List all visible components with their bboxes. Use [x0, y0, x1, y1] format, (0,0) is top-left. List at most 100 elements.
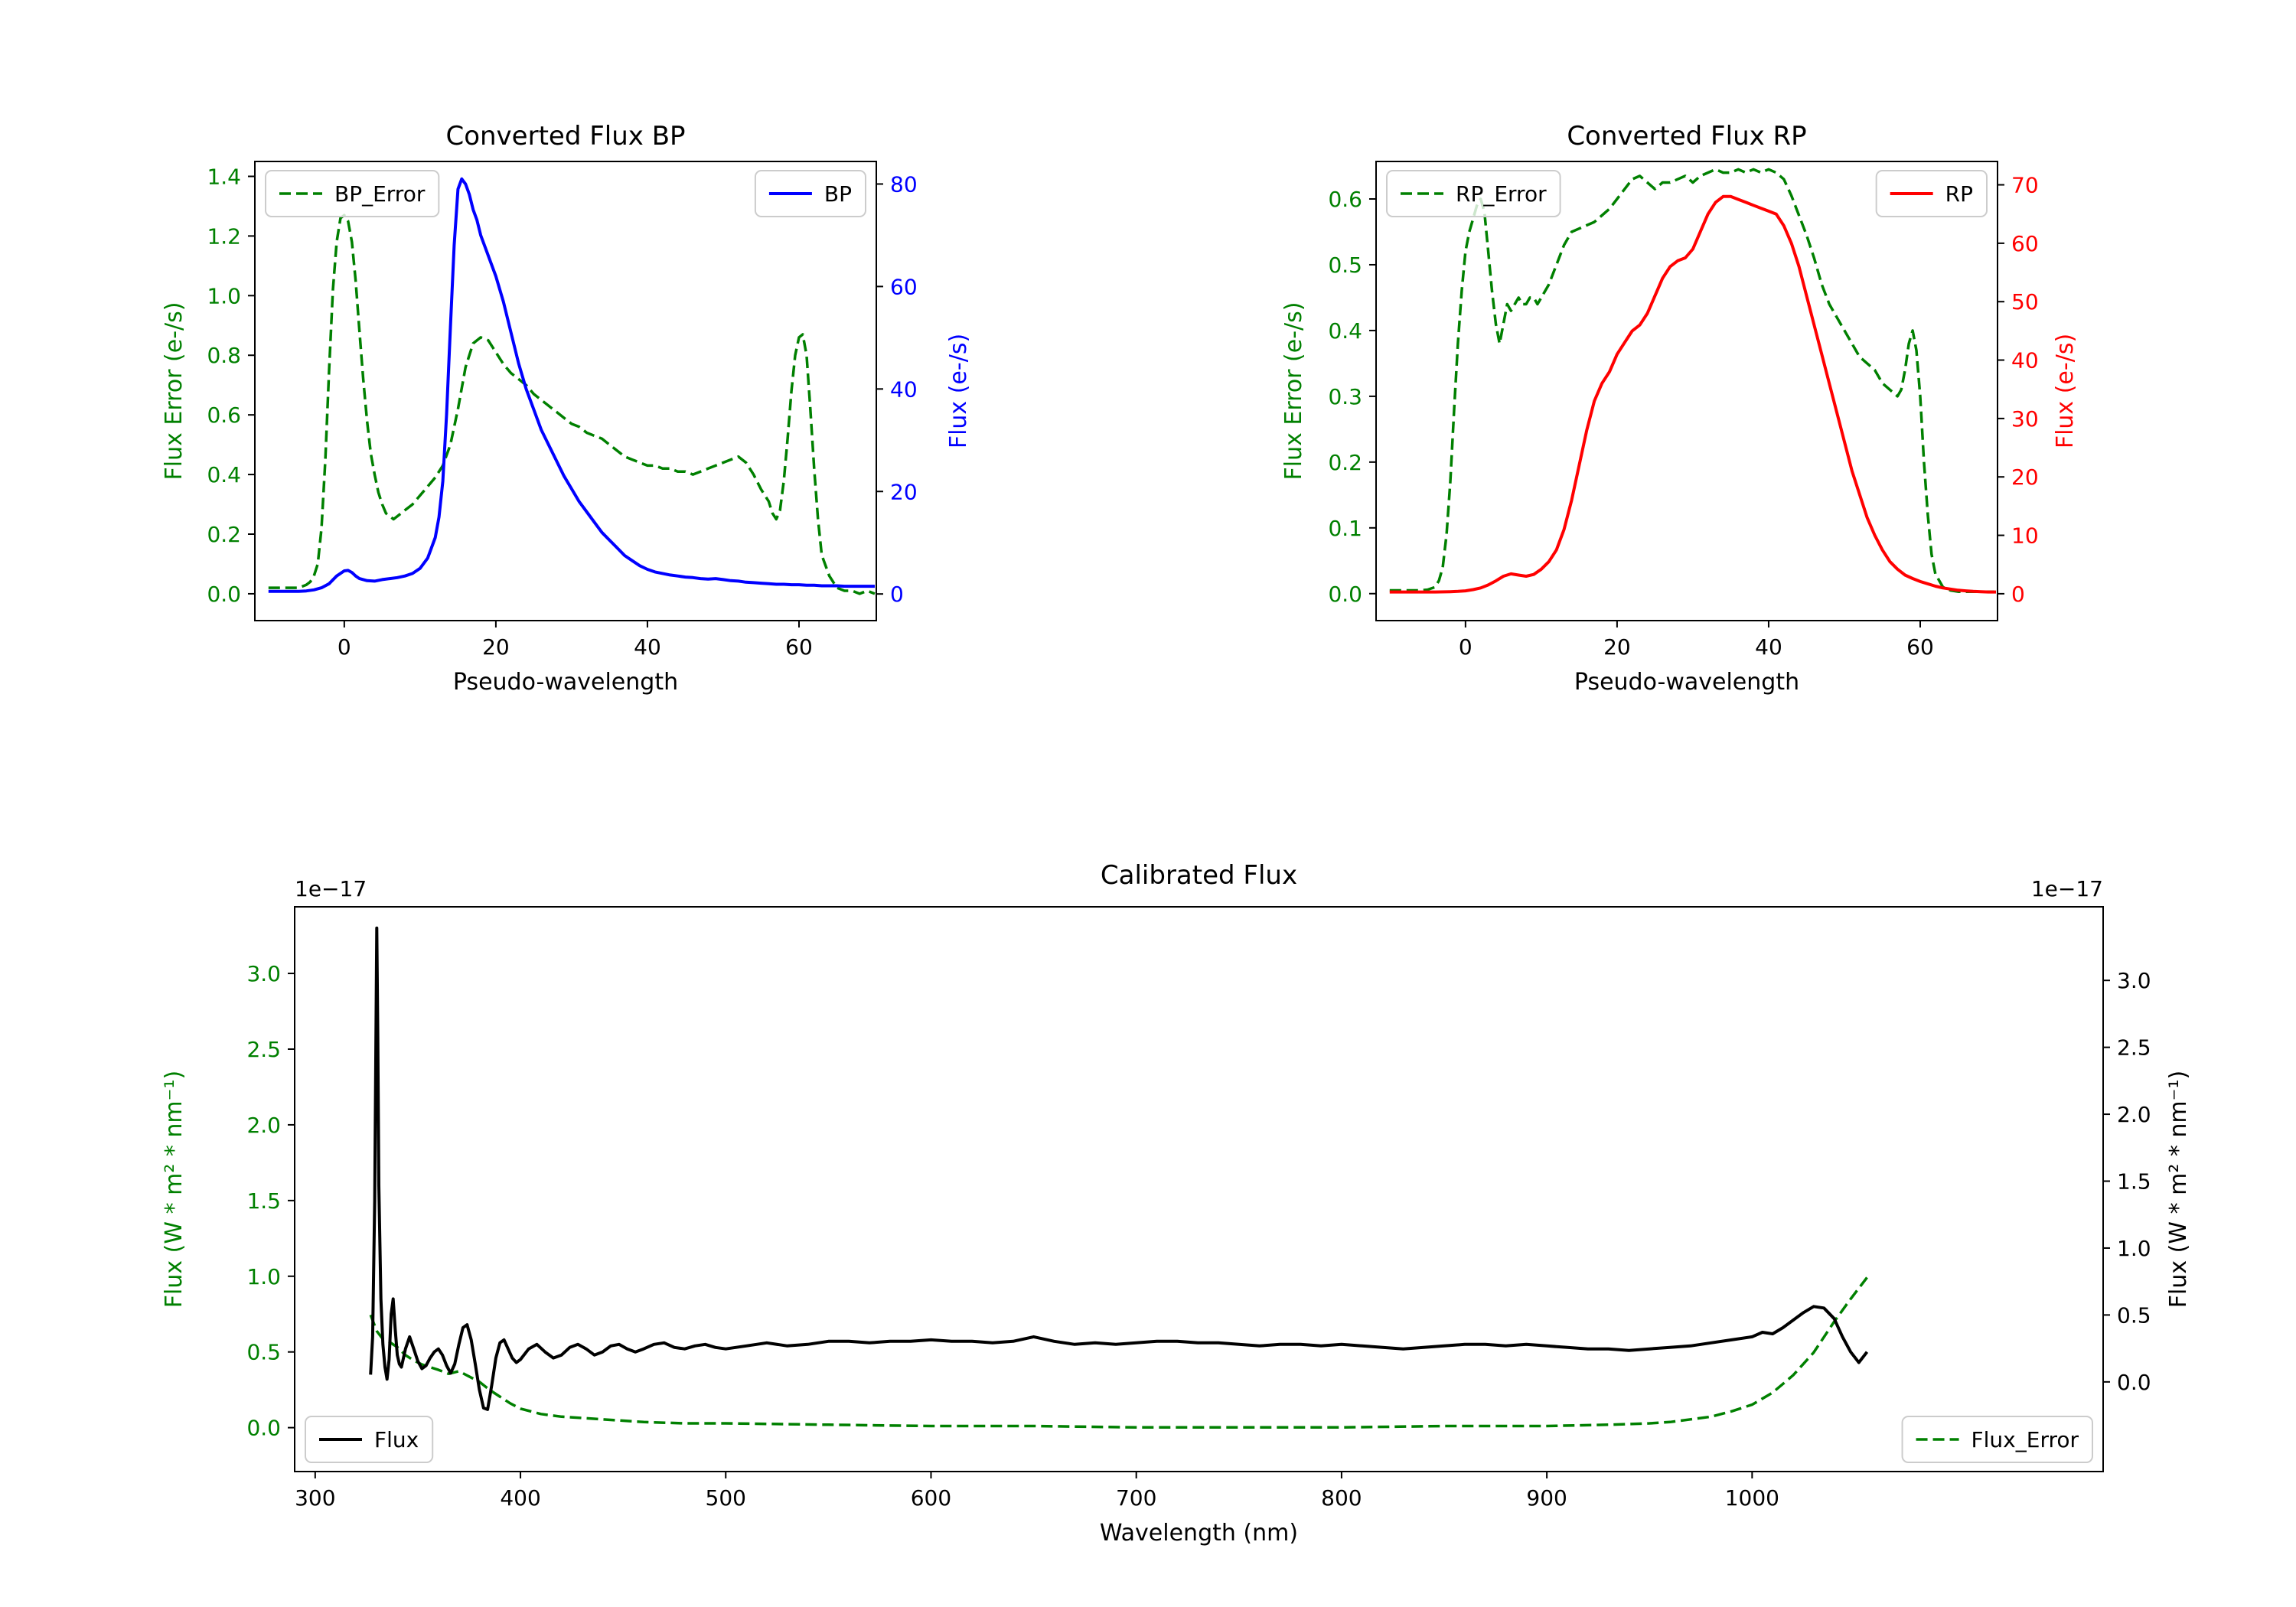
rp-line: [1389, 194, 1996, 594]
right-tick-label: 20: [890, 479, 918, 504]
left-tick-label: 1.0: [246, 1264, 281, 1289]
right-axis-label: Flux (e-/s): [945, 334, 972, 448]
right-tick-label: 30: [2011, 406, 2039, 432]
chart-title: Converted Flux RP: [1567, 121, 1806, 152]
right-tick-label: 0.5: [2117, 1302, 2151, 1328]
left-axis-label: Flux (W * m² * nm⁻¹): [161, 1071, 188, 1308]
left-tick-label: 0.2: [1328, 450, 1362, 475]
legend-label: Flux: [374, 1427, 419, 1452]
legend-label: BP: [824, 181, 852, 207]
left-tick-label: 2.5: [246, 1037, 281, 1062]
x-tick-label: 400: [500, 1485, 540, 1511]
legend-rp-error: RP_Error: [1386, 170, 1561, 217]
legend-label: RP: [1945, 181, 1973, 207]
legend-bp: BP: [754, 170, 866, 217]
left-tick-label: 0.6: [1328, 187, 1362, 212]
right-tick-label: 80: [890, 171, 918, 197]
x-tick-label: 0: [338, 634, 351, 660]
x-tick-label: 700: [1116, 1485, 1156, 1511]
right-tick-label: 2.5: [2117, 1035, 2151, 1061]
legend-rp: RP: [1875, 170, 1988, 217]
legend-box: [265, 170, 440, 217]
legend-flux: Flux: [305, 1416, 434, 1463]
bp-error-line: [268, 214, 876, 595]
right-tick-label: 1.0: [2117, 1236, 2151, 1261]
left-tick-label: 0.3: [1328, 384, 1362, 409]
plot-border: [254, 161, 877, 621]
flux-error-line: [369, 1276, 1868, 1429]
left-tick-label: 0.6: [207, 403, 241, 428]
right-tick-label: 20: [2011, 464, 2039, 490]
bp-line: [268, 177, 875, 593]
left-tick-label: 0.0: [1328, 582, 1362, 607]
left-tick-label: 0.0: [207, 582, 241, 607]
left-tick-label: 1.4: [207, 164, 241, 189]
x-tick-label: 900: [1526, 1485, 1567, 1511]
flux-line: [369, 926, 1869, 1411]
legend-box: [1901, 1416, 2093, 1463]
right-tick-label: 0.0: [2117, 1370, 2151, 1395]
x-tick-label: 300: [295, 1485, 335, 1511]
x-tick-label: 0: [1459, 634, 1473, 660]
x-tick-label: 40: [1755, 634, 1782, 660]
x-tick-label: 40: [634, 634, 661, 660]
right-axis-offset-text: 1e−17: [2031, 876, 2103, 901]
right-tick-label: 40: [890, 376, 918, 402]
left-tick-label: 1.0: [207, 283, 241, 308]
x-tick-label: 500: [706, 1485, 746, 1511]
legend-label: Flux_Error: [1971, 1427, 2079, 1452]
right-tick-label: 10: [2011, 523, 2039, 549]
left-tick-label: 2.0: [246, 1113, 281, 1138]
left-tick-label: 0.5: [246, 1340, 281, 1365]
x-axis-label: Pseudo-wavelength: [1574, 669, 1799, 696]
left-tick-label: 0.0: [246, 1416, 281, 1441]
right-tick-label: 60: [2011, 231, 2039, 256]
left-tick-label: 3.0: [246, 961, 281, 986]
x-tick-label: 60: [785, 634, 813, 660]
x-tick-label: 800: [1321, 1485, 1362, 1511]
chart-title: Converted Flux BP: [445, 121, 685, 152]
left-tick-label: 1.5: [246, 1188, 281, 1214]
x-tick-label: 20: [482, 634, 510, 660]
right-axis-label: Flux (W * m² * nm⁻¹): [2165, 1071, 2192, 1308]
legend-label: RP_Error: [1456, 181, 1547, 207]
right-tick-label: 50: [2011, 289, 2039, 315]
right-tick-label: 0: [890, 582, 904, 607]
left-tick-label: 1.2: [207, 223, 241, 249]
left-axis-label: Flux Error (e-/s): [161, 302, 188, 481]
right-axis-label: Flux (e-/s): [2052, 334, 2079, 448]
x-tick-label: 1000: [1725, 1485, 1779, 1511]
right-tick-label: 1.5: [2117, 1169, 2151, 1195]
left-tick-label: 0.1: [1328, 516, 1362, 541]
legend-bp-error: BP_Error: [265, 170, 440, 217]
right-tick-label: 60: [890, 274, 918, 299]
right-tick-label: 0: [2011, 582, 2025, 607]
plot-border: [294, 906, 2104, 1472]
legend-box: [305, 1416, 434, 1463]
x-tick-label: 20: [1603, 634, 1631, 660]
right-tick-label: 70: [2011, 173, 2039, 198]
right-tick-label: 2.0: [2117, 1102, 2151, 1127]
chart-title: Calibrated Flux: [1101, 860, 1297, 891]
x-axis-label: Pseudo-wavelength: [453, 669, 678, 696]
left-axis-offset-text: 1e−17: [295, 876, 367, 901]
left-tick-label: 0.4: [207, 462, 241, 487]
x-axis-label: Wavelength (nm): [1100, 1520, 1298, 1547]
plot-border: [1375, 161, 1998, 621]
left-tick-label: 0.8: [207, 343, 241, 368]
left-tick-label: 0.4: [1328, 318, 1362, 344]
legend-flux-error: Flux_Error: [1901, 1416, 2093, 1463]
left-tick-label: 0.2: [207, 522, 241, 547]
legend-label: BP_Error: [334, 181, 426, 207]
right-tick-label: 3.0: [2117, 968, 2151, 993]
x-tick-label: 60: [1906, 634, 1934, 660]
left-tick-label: 0.5: [1328, 253, 1362, 278]
right-tick-label: 40: [2011, 348, 2039, 373]
left-axis-label: Flux Error (e-/s): [1280, 302, 1307, 481]
legend-box: [1386, 170, 1561, 217]
x-tick-label: 600: [911, 1485, 951, 1511]
